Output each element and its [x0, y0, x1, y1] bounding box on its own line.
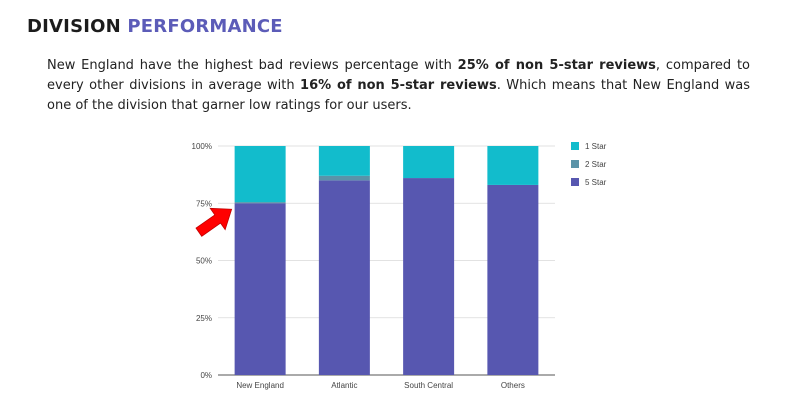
- description-bold-2: 16% of non 5-star reviews: [300, 78, 497, 93]
- red-arrow-icon: [195, 207, 233, 237]
- page-title: DIVISION PERFORMANCE: [27, 16, 283, 37]
- bar-segment-1-star: [487, 146, 539, 185]
- description-text-2: , compared to every other divisions in a…: [47, 58, 750, 93]
- bar-segment-5-star: [487, 184, 539, 375]
- legend-swatch: [571, 142, 579, 150]
- legend-label: 5 Star: [585, 178, 607, 187]
- y-tick-label: 100%: [192, 142, 212, 151]
- y-tick-label: 0%: [200, 371, 212, 380]
- description-text-1: New England have the highest bad reviews…: [47, 58, 458, 73]
- title-part-division: DIVISION: [27, 16, 121, 37]
- arrow-shape: [195, 207, 233, 237]
- legend-label: 2 Star: [585, 160, 607, 169]
- bar-segment-5-star: [234, 203, 286, 375]
- bar-segment-5-star: [318, 180, 370, 375]
- legend-swatch: [571, 160, 579, 168]
- bar-segment-2-star: [234, 202, 286, 204]
- bar-segment-1-star: [318, 146, 370, 176]
- bar-segment-2-star: [318, 175, 370, 181]
- bar-segment-5-star: [403, 178, 455, 375]
- description-paragraph: New England have the highest bad reviews…: [47, 56, 750, 116]
- y-tick-label: 50%: [196, 257, 212, 266]
- x-tick-label: South Central: [404, 381, 453, 390]
- x-tick-label: Others: [501, 381, 525, 390]
- description-text-3: . Which means that New England was one o…: [47, 78, 751, 113]
- y-tick-label: 75%: [196, 199, 212, 208]
- y-tick-label: 25%: [196, 314, 212, 323]
- bar-segment-1-star: [403, 146, 455, 179]
- legend-label: 1 Star: [585, 142, 607, 151]
- bar-segment-1-star: [234, 146, 286, 203]
- x-tick-label: Atlantic: [331, 381, 357, 390]
- description-bold-1: 25% of non 5-star reviews: [457, 58, 656, 73]
- x-tick-label: New England: [236, 381, 284, 390]
- title-part-performance: PERFORMANCE: [127, 16, 283, 37]
- legend-swatch: [571, 178, 579, 186]
